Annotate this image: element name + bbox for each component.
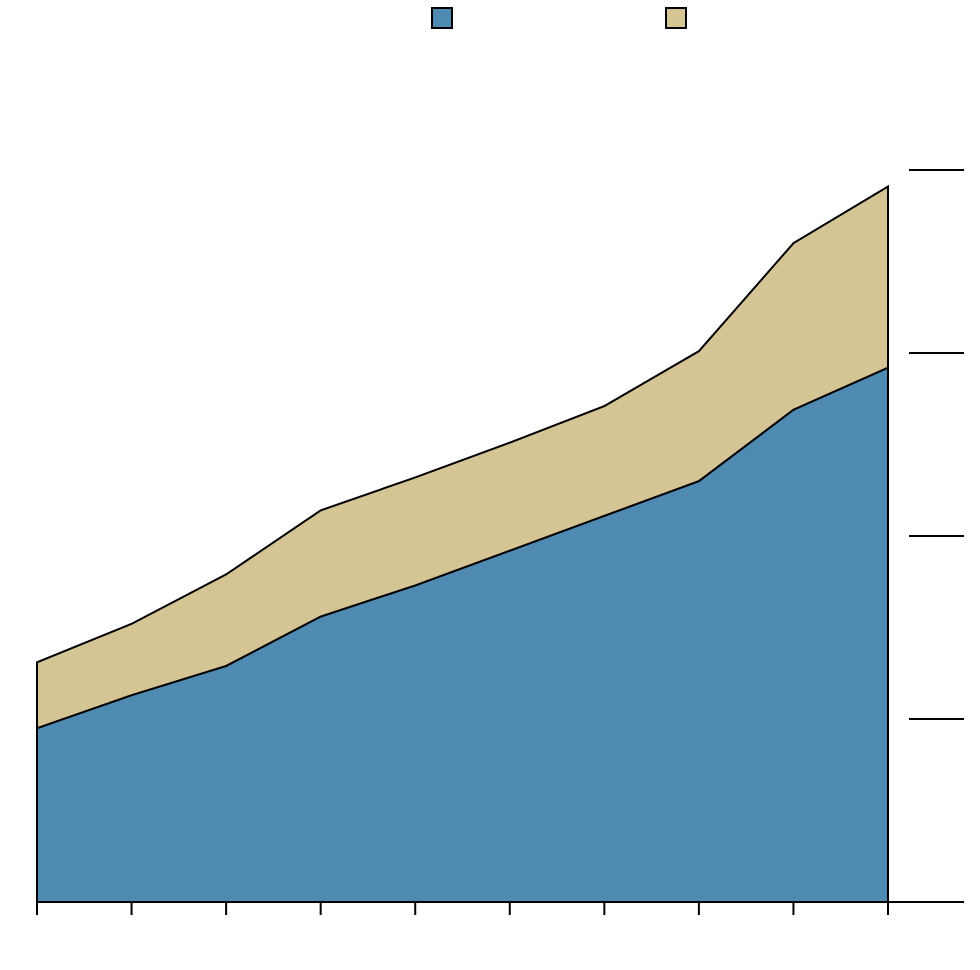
legend-swatch-2 — [665, 7, 687, 29]
legend — [431, 7, 687, 29]
legend-swatch-1 — [431, 7, 453, 29]
area-series-2 — [36, 184, 889, 730]
area-layers — [36, 184, 889, 903]
axes — [36, 169, 964, 915]
